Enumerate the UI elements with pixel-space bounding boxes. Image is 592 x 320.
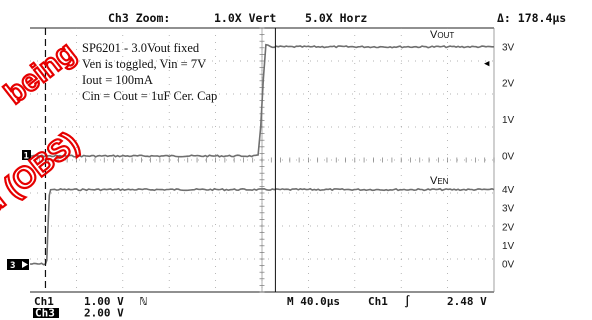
trigger-source: Ch1 <box>368 295 388 308</box>
tick-label-vout: 2V <box>502 79 515 90</box>
horizontal-zoom: 5.0X Horz <box>305 11 367 25</box>
trace-ven <box>29 187 495 266</box>
vout-series-label: VOUT <box>430 29 454 41</box>
note-line-4: Cin = Cout = 1uF Cer. Cap <box>82 89 217 103</box>
voltage-tick-labels: 3V 2V 1V 0V 4V 3V 2V 1V 0V <box>502 42 515 270</box>
note-line-3: Iout = 100mA <box>82 73 153 87</box>
tick-label-ven: 1V <box>502 241 515 252</box>
trigger-level-arrow: ◀ <box>484 59 490 69</box>
ch3-scale: 2.00 V <box>84 307 124 320</box>
ch1-label: Ch1 <box>34 295 54 308</box>
ch1-coupling-icon: ℕ <box>140 295 147 308</box>
waveform-traces <box>29 43 495 266</box>
test-conditions-note: SP6201 - 3.0Vout fixed Ven is toggled, V… <box>82 41 217 103</box>
svg-text:3: 3 <box>10 261 15 271</box>
vertical-zoom: 1.0X Vert <box>214 11 276 25</box>
note-line-1: SP6201 - 3.0Vout fixed <box>82 41 200 55</box>
tick-label-ven: 3V <box>502 204 515 215</box>
trigger-level: 2.48 V <box>447 295 487 308</box>
watermark-line-1: being <box>0 36 82 111</box>
tick-label-vout: 3V <box>502 42 515 53</box>
ch3-label: Ch3 <box>35 307 55 320</box>
tick-label-ven: 0V <box>502 260 515 271</box>
cursor-delta: Δ: 178.4μs <box>497 11 566 25</box>
ch1-scale: 1.00 V <box>84 295 124 308</box>
tick-label-vout: 1V <box>502 115 515 126</box>
time-cursors <box>44 28 276 292</box>
ch3-label-background <box>33 308 59 318</box>
trigger-slope-icon: ∫ <box>404 295 411 308</box>
tick-label-ven: 4V <box>502 185 515 196</box>
watermark: being ed (OBS) <box>0 34 86 231</box>
ch1-ground-marker: 1 <box>22 150 31 162</box>
ven-series-label: VEN <box>430 175 449 187</box>
timebase-readout: M 40.0μs <box>287 295 340 308</box>
ch3-ground-marker: 3 <box>7 259 29 271</box>
zoom-label: Ch3 Zoom: <box>108 11 170 25</box>
note-line-2: Ven is toggled, Vin = 7V <box>82 57 206 71</box>
trace-vout <box>29 43 494 158</box>
tick-label-ven: 2V <box>502 222 515 233</box>
svg-text:1: 1 <box>24 152 29 162</box>
tick-label-vout: 0V <box>502 152 515 163</box>
watermark-line-2: ed (OBS) <box>0 126 85 231</box>
